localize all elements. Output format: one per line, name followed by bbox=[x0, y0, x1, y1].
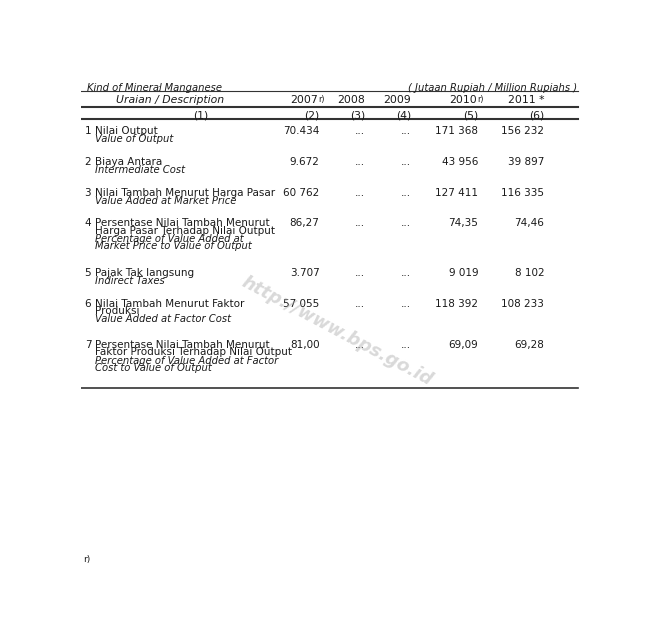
Text: 4: 4 bbox=[85, 218, 91, 228]
Text: 2007: 2007 bbox=[290, 95, 318, 105]
Text: r): r) bbox=[83, 556, 90, 564]
Text: ...: ... bbox=[355, 268, 365, 278]
Text: 43 956: 43 956 bbox=[442, 157, 478, 167]
Text: 70.434: 70.434 bbox=[283, 126, 320, 136]
Text: 57 055: 57 055 bbox=[283, 298, 320, 308]
Text: ...: ... bbox=[401, 188, 411, 198]
Text: ( Jutaan Rupiah / Million Rupiahs ): ( Jutaan Rupiah / Million Rupiahs ) bbox=[408, 83, 577, 93]
Text: 7: 7 bbox=[85, 340, 91, 350]
Text: 74,35: 74,35 bbox=[448, 218, 478, 228]
Text: : Manganese: : Manganese bbox=[158, 83, 222, 93]
Text: ...: ... bbox=[401, 218, 411, 228]
Text: ...: ... bbox=[355, 218, 365, 228]
Text: 2008: 2008 bbox=[337, 95, 365, 105]
Text: Nilai Tambah Menurut Harga Pasar: Nilai Tambah Menurut Harga Pasar bbox=[96, 188, 276, 198]
Text: (3): (3) bbox=[350, 111, 365, 121]
Text: Kind of Mineral: Kind of Mineral bbox=[87, 83, 162, 93]
Text: ...: ... bbox=[401, 268, 411, 278]
Text: http://www.bps.go.id: http://www.bps.go.id bbox=[238, 273, 435, 389]
Text: 1: 1 bbox=[85, 126, 91, 136]
Text: ...: ... bbox=[401, 157, 411, 167]
Text: Persentase Nilai Tambah Menurut: Persentase Nilai Tambah Menurut bbox=[96, 340, 270, 350]
Text: ...: ... bbox=[355, 157, 365, 167]
Text: Value of Output: Value of Output bbox=[96, 134, 174, 144]
Text: 39 897: 39 897 bbox=[508, 157, 544, 167]
Text: 2: 2 bbox=[85, 157, 91, 167]
Text: Value Added at Market Price: Value Added at Market Price bbox=[96, 196, 237, 206]
Text: Nilai Tambah Menurut Faktor: Nilai Tambah Menurut Faktor bbox=[96, 298, 245, 308]
Text: 74,46: 74,46 bbox=[514, 218, 544, 228]
Text: 8 102: 8 102 bbox=[515, 268, 544, 278]
Text: 3.707: 3.707 bbox=[289, 268, 320, 278]
Text: 171 368: 171 368 bbox=[435, 126, 478, 136]
Text: 6: 6 bbox=[85, 298, 91, 308]
Text: ...: ... bbox=[401, 298, 411, 308]
Text: (5): (5) bbox=[463, 111, 478, 121]
Text: 2009: 2009 bbox=[383, 95, 411, 105]
Text: Produksi: Produksi bbox=[96, 306, 140, 316]
Text: ...: ... bbox=[401, 340, 411, 350]
Text: 156 232: 156 232 bbox=[501, 126, 544, 136]
Text: 5: 5 bbox=[85, 268, 91, 278]
Text: r): r) bbox=[318, 95, 325, 104]
Text: 86,27: 86,27 bbox=[289, 218, 320, 228]
Text: 118 392: 118 392 bbox=[435, 298, 478, 308]
Text: (1): (1) bbox=[193, 111, 209, 121]
Text: 108 233: 108 233 bbox=[501, 298, 544, 308]
Text: 81,00: 81,00 bbox=[290, 340, 320, 350]
Text: ...: ... bbox=[355, 188, 365, 198]
Text: Faktor Produksi Terhadap Nilai Output: Faktor Produksi Terhadap Nilai Output bbox=[96, 348, 293, 358]
Text: (2): (2) bbox=[304, 111, 320, 121]
Text: 69,09: 69,09 bbox=[448, 340, 478, 350]
Text: 127 411: 127 411 bbox=[435, 188, 478, 198]
Text: Market Price to Value of Output: Market Price to Value of Output bbox=[96, 241, 252, 251]
Text: ...: ... bbox=[355, 126, 365, 136]
Text: (6): (6) bbox=[529, 111, 544, 121]
Text: Persentase Nilai Tambah Menurut: Persentase Nilai Tambah Menurut bbox=[96, 218, 270, 228]
Text: 9 019: 9 019 bbox=[449, 268, 478, 278]
Text: Indirect Taxes: Indirect Taxes bbox=[96, 276, 165, 286]
Text: Pajak Tak langsung: Pajak Tak langsung bbox=[96, 268, 194, 278]
Text: 2010: 2010 bbox=[449, 95, 477, 105]
Text: 3: 3 bbox=[85, 188, 91, 198]
Text: ...: ... bbox=[355, 340, 365, 350]
Text: r): r) bbox=[477, 95, 484, 104]
Text: 69,28: 69,28 bbox=[514, 340, 544, 350]
Text: (4): (4) bbox=[395, 111, 411, 121]
Text: Percentage of Value Added at Factor: Percentage of Value Added at Factor bbox=[96, 356, 278, 365]
Text: 116 335: 116 335 bbox=[501, 188, 544, 198]
Text: Uraian / Description: Uraian / Description bbox=[116, 95, 224, 105]
Text: 2011 *: 2011 * bbox=[508, 95, 544, 105]
Text: 9.672: 9.672 bbox=[289, 157, 320, 167]
Text: Percentage of Value Added at: Percentage of Value Added at bbox=[96, 234, 244, 244]
Text: Biaya Antara: Biaya Antara bbox=[96, 157, 163, 167]
Text: ...: ... bbox=[401, 126, 411, 136]
Text: Harga Pasar Terhadap Nilai Output: Harga Pasar Terhadap Nilai Output bbox=[96, 226, 275, 236]
Text: Intermediate Cost: Intermediate Cost bbox=[96, 165, 185, 175]
Text: Nilai Output: Nilai Output bbox=[96, 126, 158, 136]
Text: Cost to Value of Output: Cost to Value of Output bbox=[96, 363, 213, 373]
Text: ...: ... bbox=[355, 298, 365, 308]
Text: Value Added at Factor Cost: Value Added at Factor Cost bbox=[96, 314, 231, 324]
Text: 60 762: 60 762 bbox=[283, 188, 320, 198]
